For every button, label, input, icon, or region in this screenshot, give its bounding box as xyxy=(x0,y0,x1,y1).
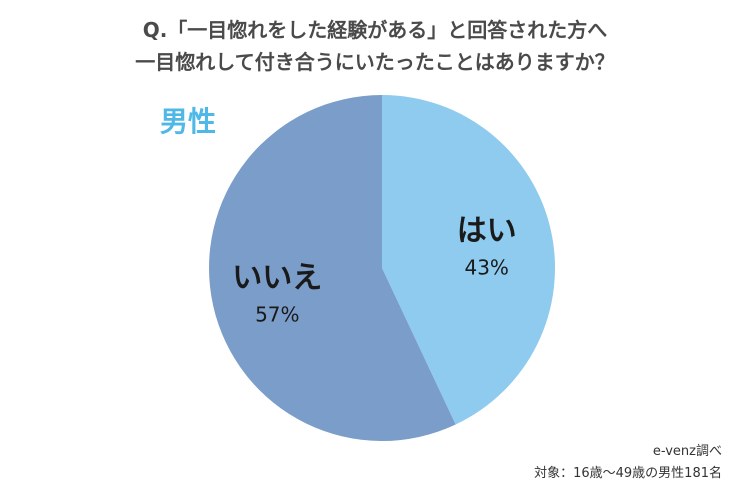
chart-title: Q.「一目惚れをした経験がある」と回答された方へ 一目惚れして付き合うにいたった… xyxy=(0,14,750,78)
slice-value-no: 57% xyxy=(255,302,299,326)
survey-target-note: 対象：16歳〜49歳の男性181名 xyxy=(534,466,722,481)
pie-slice-no xyxy=(209,95,456,441)
pie-slice-yes xyxy=(382,95,556,425)
source-credit: e-venz調べ xyxy=(652,444,722,459)
slice-label-yes: はい xyxy=(457,214,517,249)
chart-title-line-2: 一目惚れして付き合うにいたったことはありますか？ xyxy=(135,50,615,74)
chart-title-line-1: Q.「一目惚れをした経験がある」と回答された方へ xyxy=(142,18,608,42)
slice-value-yes: 43% xyxy=(464,256,508,280)
slice-label-no: いいえ xyxy=(232,260,322,295)
group-label: 男性 xyxy=(160,105,217,138)
